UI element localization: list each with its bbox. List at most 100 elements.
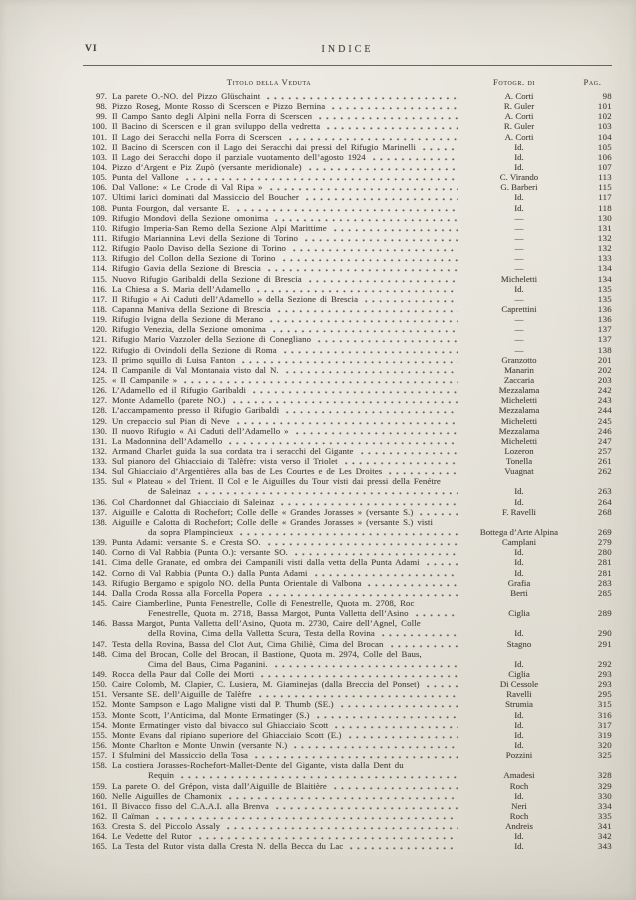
entry-number: 147. bbox=[91, 638, 107, 649]
entry-page: 289 bbox=[597, 608, 612, 619]
index-row: 125. « Il Campanile » Zaccaria 203 bbox=[83, 374, 612, 386]
entry-photographer: Tonella bbox=[505, 456, 533, 467]
entry-title: Monte Scott, l’Anticima, dal Monte Ermat… bbox=[112, 709, 310, 720]
entry-photographer: — bbox=[514, 253, 524, 264]
entry-photographer: — bbox=[514, 232, 524, 243]
entry-number: 125. bbox=[91, 374, 107, 385]
entry-number: 139. bbox=[91, 537, 107, 548]
entry-number: 136. bbox=[91, 496, 107, 507]
index-row: 115. Nuovo Rifugio Garibaldi della Sezion… bbox=[83, 273, 612, 284]
entry-number: 141. bbox=[91, 557, 107, 568]
entry-page: 257 bbox=[597, 445, 612, 456]
entry-title: Dal Vallone: « Le Crode di Val Ripa » bbox=[112, 182, 263, 193]
index-row-continuation: Requin Amadesi 328 bbox=[83, 770, 612, 781]
entry-page: 341 bbox=[597, 821, 612, 832]
entry-number: 132. bbox=[91, 445, 107, 456]
index-row: 114. Rifugio Gavia della Sezione di Bresc… bbox=[83, 263, 612, 274]
entry-page: 316 bbox=[597, 709, 612, 720]
entry-number: 109. bbox=[91, 212, 107, 223]
entry-page: 293 bbox=[597, 679, 612, 690]
entry-photographer: Id. bbox=[514, 628, 524, 639]
column-header-title: Titolo della Veduta bbox=[226, 77, 312, 87]
entry-page: 101 bbox=[597, 101, 612, 112]
dot-leader bbox=[285, 364, 458, 375]
entry-number: 156. bbox=[91, 740, 107, 750]
entry-number: 104. bbox=[91, 161, 107, 172]
entry-photographer: Micheletti bbox=[500, 415, 538, 426]
entry-page: 117 bbox=[598, 192, 612, 203]
index-row: 117. Il Rifugio « Ai Caduti dell’Adamello… bbox=[83, 293, 612, 304]
entry-number: 162. bbox=[91, 810, 107, 821]
entry-title: Il Rifugio « Ai Caduti dell’Adamello » d… bbox=[112, 293, 359, 304]
entry-title: Pizzo d’Argent e Piz Zupò (versante meri… bbox=[112, 161, 302, 172]
dot-leader bbox=[257, 283, 458, 294]
entry-photographer: Id. bbox=[514, 658, 524, 669]
entry-photographer: C. Virando bbox=[499, 172, 539, 183]
entry-title: Versante SE. dell’Aiguille de Talèfre bbox=[112, 689, 252, 700]
entry-photographer: Lozeron bbox=[504, 445, 534, 456]
dot-leader bbox=[327, 121, 458, 132]
entry-number: 130. bbox=[91, 425, 107, 436]
entry-page: 317 bbox=[597, 719, 612, 730]
entry-number: 114. bbox=[91, 263, 107, 274]
entry-number: 128. bbox=[91, 405, 107, 416]
entry-page: 137 bbox=[597, 334, 612, 345]
entry-page: 107 bbox=[597, 161, 612, 172]
index-row-continuation: Cima del Baus, Cima Paganini. Id. 292 bbox=[83, 658, 612, 670]
entry-photographer: — bbox=[514, 334, 524, 345]
index-row: 119. Rifugio Ivigna della Sezione di Mera… bbox=[83, 314, 612, 325]
entry-number: 126. bbox=[91, 385, 107, 396]
entry-title-continuation: de Saleinaz bbox=[148, 486, 191, 497]
entry-page: 242 bbox=[597, 385, 612, 396]
entry-number: 161. bbox=[91, 800, 107, 811]
entry-title: Corno di Val Rabbia (Punta O.) dalla Pun… bbox=[112, 567, 308, 578]
entry-title: Rifugio Mario Vazzoler della Sezione di … bbox=[112, 334, 312, 345]
entry-number: 138. bbox=[91, 516, 107, 527]
entry-number: 123. bbox=[91, 354, 107, 365]
entry-page: 104 bbox=[597, 131, 612, 142]
entry-page: 136 bbox=[597, 314, 612, 325]
entry-title-continuation: Requin bbox=[148, 770, 175, 781]
entry-title: La parete O.-NO. del Pizzo Glüschaint bbox=[112, 91, 261, 101]
entry-number: 146. bbox=[91, 618, 107, 629]
entry-photographer: Vuagnat bbox=[504, 466, 534, 477]
entry-number: 121. bbox=[91, 334, 107, 345]
entry-photographer: Id. bbox=[514, 202, 524, 213]
entry-photographer: — bbox=[514, 243, 524, 254]
entry-title-continuation: della Rovina, Cima della Valletta Scura,… bbox=[148, 628, 375, 639]
entry-photographer: Id. bbox=[514, 192, 524, 203]
entry-photographer: Id. bbox=[514, 141, 524, 152]
dot-leader bbox=[283, 344, 458, 355]
index-row: 126. L’Adamello ed il Rifugio Garibaldi Me… bbox=[83, 385, 612, 396]
dot-leader bbox=[227, 821, 458, 832]
entry-number: 127. bbox=[91, 395, 107, 406]
dot-leader bbox=[184, 374, 458, 386]
index-row: 109. Rifugio Mondovì della Sezione omonim… bbox=[83, 212, 612, 223]
entry-number: 118. bbox=[91, 303, 107, 314]
index-row: 102. Il Bacino di Scerscen con il Lago de… bbox=[83, 141, 612, 152]
dot-leader bbox=[314, 567, 458, 578]
index-row: 163. Cresta S. del Piccolo Assaly Andreis 3… bbox=[83, 821, 612, 832]
entry-number: 107. bbox=[91, 192, 107, 203]
entry-title: Rifugio Paolo Daviso della Sezione di To… bbox=[112, 243, 286, 254]
entry-photographer: G. Barberi bbox=[500, 182, 538, 193]
entry-page: 342 bbox=[597, 831, 612, 842]
dot-leader bbox=[316, 709, 458, 720]
entry-photographer: — bbox=[514, 344, 524, 355]
index-row: 151. Versante SE. dell’Aiguille de Talèfr… bbox=[83, 689, 612, 700]
index-row: 159. La parete O. del Grépon, vista dall’… bbox=[83, 780, 612, 791]
entry-number: 100. bbox=[91, 121, 107, 132]
dot-leader bbox=[270, 314, 458, 325]
dot-leader bbox=[348, 729, 458, 740]
entry-number: 145. bbox=[91, 598, 107, 609]
index-row: 118. Capanna Maniva della Sezione di Bres… bbox=[83, 303, 612, 315]
entry-title: Bassa Margot, Punta Valletta dell’Asino,… bbox=[112, 618, 421, 629]
column-headers: Titolo della Veduta Fotogr. di Pag. bbox=[83, 77, 612, 87]
entry-number: 148. bbox=[91, 648, 107, 659]
index-row: 101. Il Lago dei Seracchi nella Forra di … bbox=[83, 131, 612, 142]
entry-photographer: Micheletti bbox=[500, 273, 538, 284]
entry-title: Punta Adami: versante S. e Cresta SO. bbox=[112, 537, 261, 548]
dot-leader bbox=[294, 740, 458, 751]
entry-title: Il Campo Santo degli Alpini nella Forra … bbox=[112, 111, 313, 122]
entry-page: 281 bbox=[597, 557, 612, 568]
